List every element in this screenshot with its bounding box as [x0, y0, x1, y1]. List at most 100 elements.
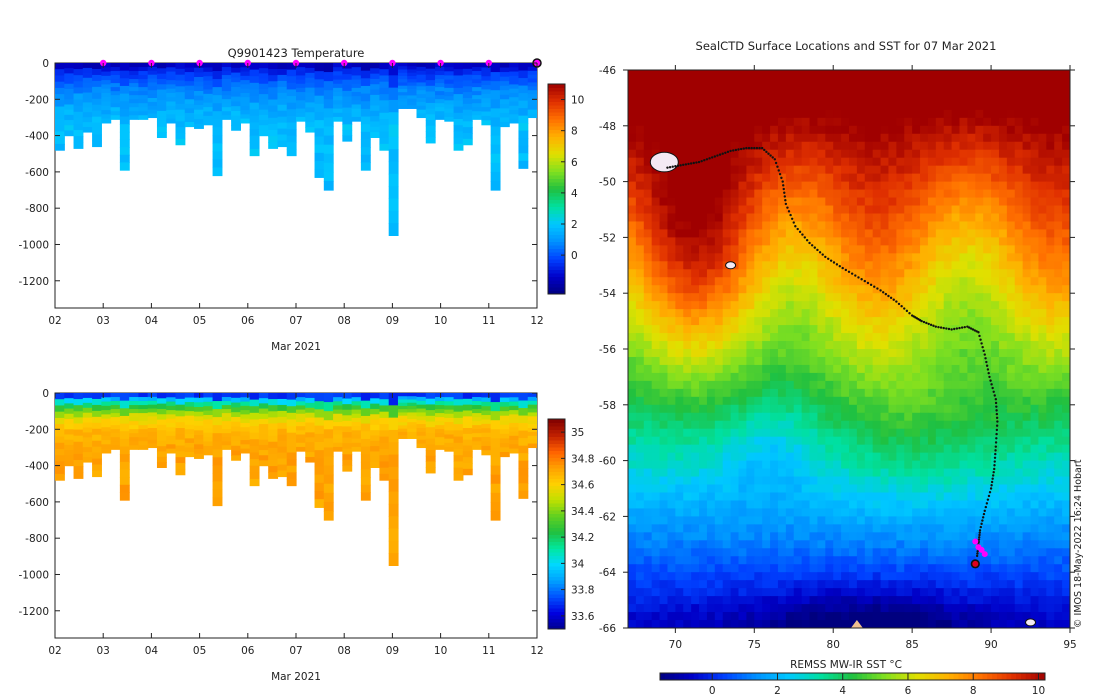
track-point — [816, 248, 819, 252]
colorbar-segment — [548, 150, 565, 155]
colorbar-tick-label: 6 — [905, 685, 912, 697]
x-tick-label: 08 — [338, 315, 351, 327]
track-point — [829, 259, 833, 262]
colorbar-segment — [968, 673, 974, 680]
track-point — [676, 164, 680, 167]
colorbar-segment — [876, 673, 882, 680]
profile-column — [435, 393, 445, 450]
colorbar-segment — [987, 673, 993, 680]
profile-column — [370, 393, 381, 468]
track-point — [994, 452, 997, 456]
profile-column — [444, 63, 455, 122]
colorbar-segment — [548, 559, 565, 563]
colorbar-segment — [1001, 673, 1007, 680]
colorbar-segment — [828, 673, 834, 680]
profile-column — [407, 393, 418, 439]
profile-column — [481, 63, 492, 126]
colorbar-tick-label: 10 — [1032, 685, 1045, 697]
colorbar-tick-label: 34.2 — [571, 532, 594, 544]
profile-column — [277, 393, 288, 478]
colorbar-segment — [548, 625, 565, 630]
colorbar-tick-label: 4 — [839, 685, 846, 697]
x-tick-label: 08 — [338, 645, 351, 657]
colorbar-segment — [548, 587, 565, 591]
colorbar-segment — [548, 133, 565, 137]
track-point — [884, 292, 888, 296]
track-point — [827, 257, 830, 260]
track-point — [784, 199, 787, 202]
profile-column — [73, 63, 84, 149]
colorbar-segment — [794, 673, 801, 680]
profile-column — [231, 63, 241, 131]
track-point — [963, 325, 966, 329]
profile-column — [296, 63, 306, 122]
colorbar-segment — [1006, 673, 1012, 680]
profile-column — [240, 393, 251, 454]
track-point — [920, 319, 923, 323]
colorbar-segment — [548, 590, 565, 595]
track-point — [981, 516, 985, 519]
profile-column — [342, 393, 353, 472]
track-point — [734, 148, 738, 152]
x-tick-label: 11 — [482, 645, 495, 657]
track-point — [787, 210, 791, 213]
colorbar-segment — [548, 171, 565, 176]
y-tick-label: -200 — [25, 424, 49, 436]
track-point — [975, 330, 978, 333]
salinity-section-chart: 0 -200 -400 -600 -800 -1000 -1200 02 03 04 05 06 07… — [18, 388, 594, 683]
colorbar-segment — [548, 517, 565, 521]
track-point — [984, 505, 988, 509]
track-point — [745, 146, 748, 150]
profile-column — [240, 63, 251, 124]
track-point — [854, 274, 857, 277]
profile-column — [212, 393, 223, 507]
colorbar-segment — [548, 185, 565, 190]
colorbar-tick-label: 34.4 — [571, 506, 595, 518]
colorbar-segment — [548, 224, 565, 228]
track-point — [994, 441, 998, 444]
colorbar-segment — [548, 182, 565, 186]
track-point — [869, 283, 873, 287]
track-point — [994, 449, 997, 452]
colorbar-segment — [548, 583, 565, 588]
colorbar-tick-label: 8 — [970, 685, 977, 697]
track-point — [742, 147, 745, 150]
track-point — [844, 268, 848, 272]
y-tick-label: -200 — [25, 94, 49, 106]
colorbar-segment — [1011, 673, 1017, 680]
lon-tick-label: 95 — [1063, 639, 1076, 651]
x-tick-label: 06 — [241, 315, 255, 327]
track-point — [750, 146, 753, 150]
track-point — [879, 289, 882, 292]
track-point — [771, 156, 774, 159]
track-point — [979, 338, 982, 341]
track-point — [796, 227, 799, 231]
track-point — [903, 307, 906, 310]
track-point — [726, 150, 730, 154]
profile-column — [231, 393, 241, 461]
profile-column — [156, 393, 167, 468]
track-point — [857, 276, 860, 279]
track-point — [682, 163, 685, 167]
track-point — [991, 474, 995, 477]
profile-column — [481, 393, 492, 456]
profile-column — [425, 393, 436, 474]
colorbar-segment — [910, 673, 916, 680]
salinity-x-axis: 02 03 04 05 06 07 08 09 10 11 12 — [48, 393, 544, 657]
colorbar-segment — [548, 429, 565, 434]
colorbar-segment — [548, 175, 565, 179]
track-point — [995, 428, 999, 432]
track-point — [960, 326, 964, 329]
map-title: SealCTD Surface Locations and SST for 07… — [696, 39, 997, 53]
profile-column — [333, 63, 343, 122]
profile-column — [194, 393, 204, 459]
track-point — [996, 420, 999, 423]
colorbar-segment — [548, 468, 565, 472]
colorbar-segment — [548, 119, 565, 123]
lat-tick-label: -50 — [599, 177, 616, 189]
colorbar-segment — [548, 98, 565, 102]
track-point — [988, 491, 992, 494]
colorbar-tick-label: 34.6 — [571, 480, 595, 492]
track-point — [991, 477, 994, 480]
lon-tick-label: 80 — [827, 639, 840, 651]
